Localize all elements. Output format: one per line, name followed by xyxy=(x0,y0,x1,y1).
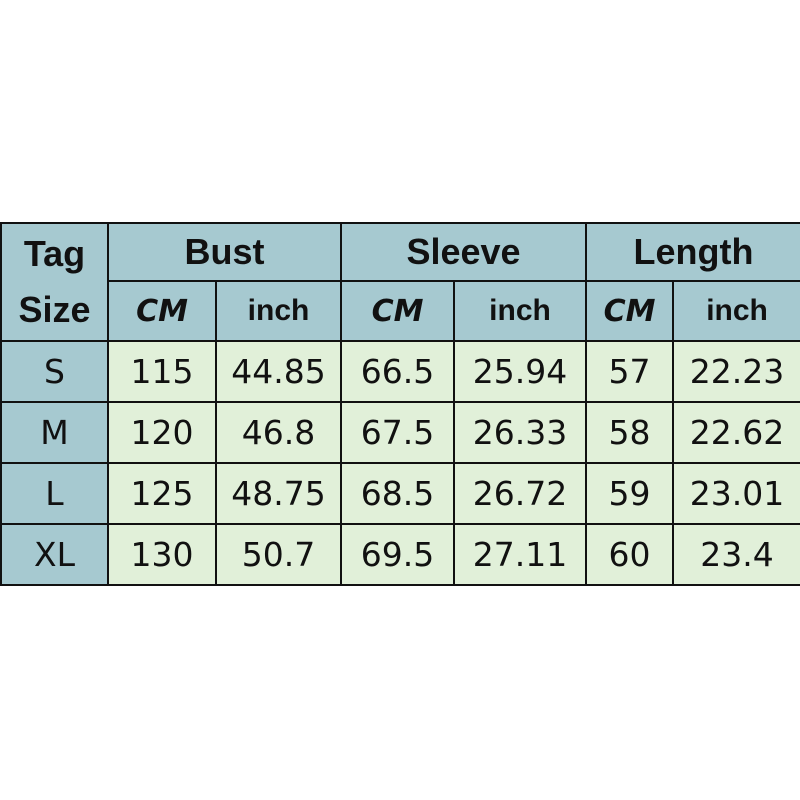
size-chart-table: Tag Size Bust Sleeve Length CM inch CM inch… xyxy=(0,222,800,586)
sleeve-header: Sleeve xyxy=(339,222,588,282)
value-cell: 130 xyxy=(107,523,217,586)
value-cell: 23.4 xyxy=(672,523,800,586)
tag-label: Tag xyxy=(23,233,86,274)
value-cell: 23.01 xyxy=(672,462,800,525)
unit-header: CM xyxy=(340,280,455,342)
table-row: XL 130 50.7 69.5 27.11 60 23.4 xyxy=(0,523,800,586)
value-cell: 22.23 xyxy=(672,340,800,403)
value-cell: 26.72 xyxy=(452,462,588,525)
value-cell: 60 xyxy=(585,523,675,586)
size-label: Size xyxy=(18,289,91,330)
value-cell: 69.5 xyxy=(340,523,455,586)
unit-header: inch xyxy=(672,280,800,342)
value-cell: 22.62 xyxy=(672,401,800,464)
value-cell: 125 xyxy=(107,462,217,525)
value-cell: 66.5 xyxy=(340,340,455,403)
bust-header: Bust xyxy=(107,222,342,282)
table-row: S 115 44.85 66.5 25.94 57 22.23 xyxy=(0,340,800,403)
value-cell: 26.33 xyxy=(452,401,588,464)
header-row-units: CM inch CM inch CM inch xyxy=(1,280,800,342)
size-cell: XL xyxy=(0,523,109,586)
size-cell: M xyxy=(0,401,109,464)
value-cell: 59 xyxy=(585,462,675,525)
value-cell: 68.5 xyxy=(340,462,455,525)
value-cell: 50.7 xyxy=(215,523,342,586)
length-header: Length xyxy=(585,222,800,282)
value-cell: 25.94 xyxy=(452,340,588,403)
value-cell: 58 xyxy=(585,401,675,464)
value-cell: 57 xyxy=(585,340,675,403)
size-cell: L xyxy=(0,462,109,525)
value-cell: 115 xyxy=(107,340,217,403)
value-cell: 44.85 xyxy=(215,340,342,403)
table-row: L 125 48.75 68.5 26.72 59 23.01 xyxy=(0,462,800,525)
value-cell: 48.75 xyxy=(215,462,342,525)
unit-header: CM xyxy=(585,280,675,342)
value-cell: 46.8 xyxy=(215,401,342,464)
value-cell: 27.11 xyxy=(452,523,588,586)
header-row-groups: Tag Size Bust Sleeve Length xyxy=(0,222,800,342)
value-cell: 120 xyxy=(107,401,217,464)
unit-header: inch xyxy=(452,280,588,342)
size-cell: S xyxy=(0,340,109,403)
tag-size-header: Tag Size xyxy=(0,222,109,342)
unit-header: inch xyxy=(215,280,342,342)
value-cell: 67.5 xyxy=(340,401,455,464)
unit-header: CM xyxy=(107,280,217,342)
table-row: M 120 46.8 67.5 26.33 58 22.62 xyxy=(0,401,800,464)
